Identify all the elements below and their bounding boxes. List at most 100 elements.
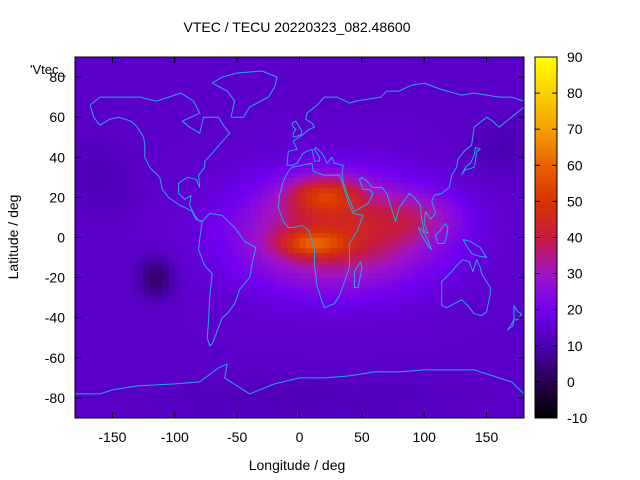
heatmap-cell <box>143 402 151 409</box>
heatmap-cell <box>143 407 151 414</box>
heatmap-cell <box>243 177 251 183</box>
heatmap-cell <box>374 132 382 138</box>
heatmap-cell <box>386 97 394 103</box>
heatmap-cell <box>149 182 157 188</box>
heatmap-cell <box>131 157 138 163</box>
heatmap-cell <box>424 137 432 143</box>
heatmap-cell <box>249 162 257 168</box>
heatmap-cell <box>106 317 114 324</box>
heatmap-cell <box>499 167 506 173</box>
heatmap-cell <box>380 137 388 143</box>
heatmap-cell <box>87 347 95 354</box>
heatmap-cell <box>436 232 444 239</box>
heatmap-cell <box>149 67 157 73</box>
heatmap-cell <box>393 382 400 389</box>
heatmap-cell <box>131 252 138 259</box>
heatmap-cell <box>492 132 500 138</box>
heatmap-cell <box>361 132 369 138</box>
heatmap-cell <box>181 142 188 148</box>
heatmap-cell <box>399 177 407 183</box>
heatmap-cell <box>168 262 176 269</box>
heatmap-cell <box>318 307 326 314</box>
heatmap-cell <box>262 67 269 73</box>
heatmap-cell <box>212 127 220 133</box>
heatmap-cell <box>417 152 425 158</box>
heatmap-cell <box>386 292 394 299</box>
heatmap-cell <box>230 332 238 339</box>
heatmap-cell <box>299 357 307 364</box>
heatmap-cell <box>393 157 400 163</box>
heatmap-cell <box>293 302 301 309</box>
heatmap-cell <box>193 187 201 193</box>
heatmap-cell <box>442 67 450 73</box>
heatmap-cell <box>355 302 363 309</box>
heatmap-cell <box>243 147 251 153</box>
heatmap-cell <box>93 227 101 234</box>
heatmap-cell <box>411 407 419 414</box>
heatmap-cell <box>499 357 506 364</box>
heatmap-cell <box>374 347 382 354</box>
heatmap-cell <box>93 147 101 153</box>
heatmap-cell <box>386 87 394 93</box>
heatmap-cell <box>106 117 114 123</box>
heatmap-cell <box>480 192 488 198</box>
heatmap-cell <box>436 247 444 254</box>
heatmap-cell <box>380 227 388 234</box>
heatmap-cell <box>131 197 138 203</box>
heatmap-cell <box>486 192 494 198</box>
heatmap-cell <box>386 77 394 83</box>
heatmap-cell <box>499 62 506 68</box>
heatmap-cell <box>181 327 188 334</box>
heatmap-cell <box>193 292 201 299</box>
heatmap-cell <box>467 287 475 294</box>
heatmap-cell <box>299 292 307 299</box>
heatmap-cell <box>230 377 238 384</box>
heatmap-cell <box>124 147 132 153</box>
heatmap-cell <box>268 82 276 88</box>
heatmap-cell <box>280 197 288 203</box>
heatmap-cell <box>81 412 89 418</box>
heatmap-cell <box>137 342 145 349</box>
heatmap-cell <box>205 217 213 224</box>
heatmap-cell <box>162 242 170 249</box>
heatmap-cell <box>75 57 82 63</box>
heatmap-cell <box>149 327 157 334</box>
heatmap-cell <box>486 412 494 418</box>
heatmap-cell <box>492 242 500 249</box>
heatmap-cell <box>411 92 419 98</box>
heatmap-cell <box>268 97 276 103</box>
heatmap-cell <box>393 182 400 188</box>
heatmap-cell <box>99 262 107 269</box>
heatmap-cell <box>374 222 382 229</box>
heatmap-cell <box>137 77 145 83</box>
heatmap-cell <box>262 362 269 369</box>
heatmap-cell <box>305 232 313 239</box>
heatmap-cell <box>380 402 388 409</box>
heatmap-cell <box>230 122 238 128</box>
heatmap-cell <box>492 167 500 173</box>
heatmap-cell <box>274 267 282 274</box>
heatmap-cell <box>75 357 82 364</box>
heatmap-cell <box>492 237 500 244</box>
heatmap-cell <box>499 402 506 409</box>
heatmap-cell <box>99 192 107 198</box>
heatmap-cell <box>311 227 319 234</box>
heatmap-grid <box>75 57 524 418</box>
heatmap-cell <box>255 202 263 209</box>
heatmap-cell <box>368 227 375 234</box>
heatmap-cell <box>287 267 294 274</box>
heatmap-cell <box>386 207 394 214</box>
heatmap-cell <box>75 352 82 359</box>
heatmap-cell <box>280 162 288 168</box>
heatmap-cell <box>380 407 388 414</box>
heatmap-cell <box>355 182 363 188</box>
heatmap-cell <box>374 232 382 239</box>
heatmap-cell <box>193 87 201 93</box>
heatmap-cell <box>349 172 357 178</box>
heatmap-cell <box>311 287 319 294</box>
heatmap-cell <box>280 302 288 309</box>
heatmap-cell <box>187 77 195 83</box>
heatmap-cell <box>249 302 257 309</box>
heatmap-cell <box>368 167 375 173</box>
heatmap-cell <box>361 402 369 409</box>
